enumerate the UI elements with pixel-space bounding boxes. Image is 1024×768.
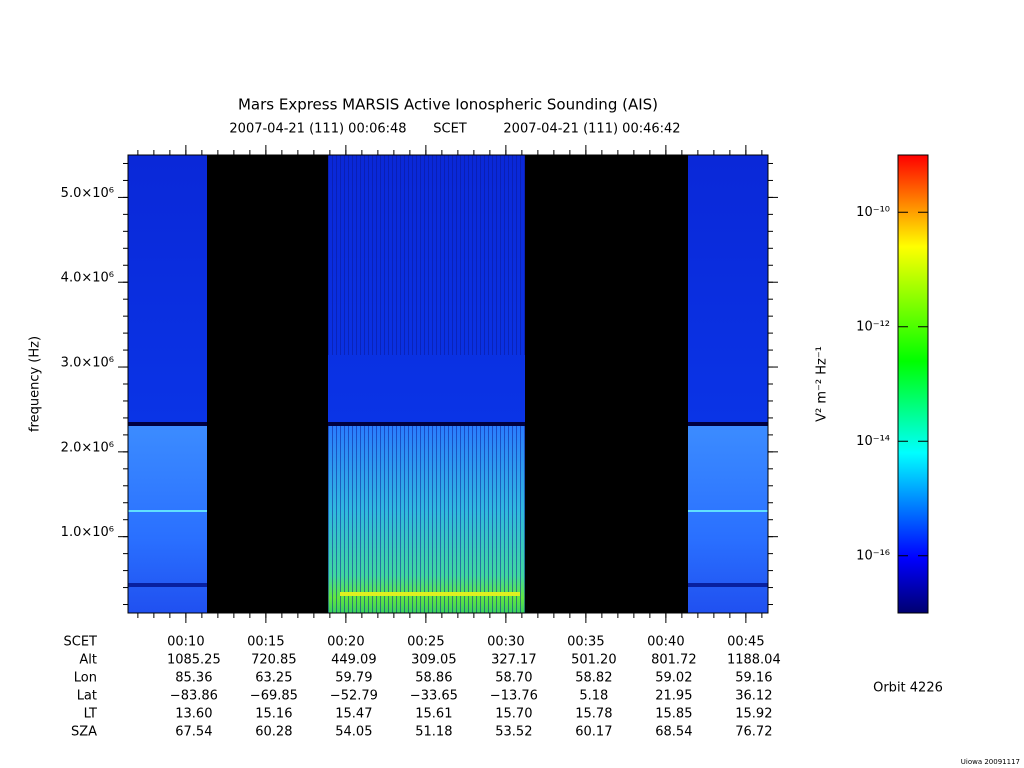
colorbar-tick-label: 10⁻¹² xyxy=(856,319,890,334)
spectrum-line xyxy=(128,422,768,426)
spectrum-block xyxy=(128,155,207,425)
chart-title: Mars Express MARSIS Active Ionospheric S… xyxy=(238,96,658,114)
spectrum-block xyxy=(688,155,768,425)
ephemeris-value: 13.60 xyxy=(175,707,212,722)
colorbar-tick-label: 10⁻¹⁰ xyxy=(856,205,890,220)
x-tick-label: 00:30 xyxy=(487,635,524,650)
data-gap xyxy=(525,155,688,613)
ephemeris-value: 85.36 xyxy=(175,671,212,686)
ephemeris-value: 59.79 xyxy=(335,671,372,686)
ephemeris-value: 15.61 xyxy=(415,707,452,722)
ephemeris-value: 54.05 xyxy=(335,725,372,740)
ephemeris-value: 309.05 xyxy=(411,653,457,668)
ephemeris-value: 1188.04 xyxy=(727,653,781,668)
x-tick-label: 00:40 xyxy=(647,635,684,650)
x-axis-label: SCET xyxy=(64,635,98,650)
subtitle-start: 2007-04-21 (111) 00:06:48 xyxy=(229,122,406,137)
spectrum-line xyxy=(128,510,207,512)
ephemeris-value: 53.52 xyxy=(495,725,532,740)
ephemeris-value: 67.54 xyxy=(175,725,212,740)
colorbar xyxy=(897,154,929,614)
colorbar-label: V² m⁻² Hz⁻¹ xyxy=(815,346,830,422)
ephemeris-label: Alt xyxy=(79,653,97,668)
ephemeris-value: −52.79 xyxy=(330,689,378,704)
spectrum-texture xyxy=(328,155,525,355)
spectrum-texture xyxy=(328,425,525,613)
spectrum-trace xyxy=(340,592,520,596)
y-axis-label: frequency (Hz) xyxy=(28,336,43,432)
ephemeris-value: 68.54 xyxy=(655,725,692,740)
ephemeris-value: 449.09 xyxy=(331,653,377,668)
orbit-label: Orbit 4226 xyxy=(873,681,943,696)
ephemeris-value: −33.65 xyxy=(410,689,458,704)
y-tick-label: 3.0×10⁶ xyxy=(61,356,114,371)
y-tick-label: 5.0×10⁶ xyxy=(61,186,114,201)
spectrogram xyxy=(128,155,768,613)
ephemeris-value: 60.28 xyxy=(255,725,292,740)
ephemeris-value: −83.86 xyxy=(170,689,218,704)
colorbar-tick-label: 10⁻¹⁶ xyxy=(856,548,890,563)
ephemeris-value: 15.78 xyxy=(575,707,612,722)
ephemeris-label: LT xyxy=(84,707,97,722)
x-tick-label: 00:10 xyxy=(167,635,204,650)
spectrum-line xyxy=(128,583,207,587)
spectrum-block xyxy=(688,425,768,613)
x-tick-label: 00:25 xyxy=(407,635,444,650)
ephemeris-value: 15.92 xyxy=(735,707,772,722)
ephemeris-value: 58.70 xyxy=(495,671,532,686)
ephemeris-value: 63.25 xyxy=(255,671,292,686)
ephemeris-value: 720.85 xyxy=(251,653,297,668)
ephemeris-value: 15.47 xyxy=(335,707,372,722)
ephemeris-value: 36.12 xyxy=(735,689,772,704)
ephemeris-value: 59.16 xyxy=(735,671,772,686)
subtitle-end: 2007-04-21 (111) 00:46:42 xyxy=(503,122,680,137)
ephemeris-value: 801.72 xyxy=(651,653,697,668)
ephemeris-value: 327.17 xyxy=(491,653,537,668)
ephemeris-value: 501.20 xyxy=(571,653,617,668)
y-tick-label: 4.0×10⁶ xyxy=(61,271,114,286)
colorbar-tick-label: 10⁻¹⁴ xyxy=(856,434,890,449)
y-tick-label: 1.0×10⁶ xyxy=(61,525,114,540)
ephemeris-value: −13.76 xyxy=(490,689,538,704)
ephemeris-value: −69.85 xyxy=(250,689,298,704)
y-tick-label: 2.0×10⁶ xyxy=(61,440,114,455)
credit: Uiowa 20091117 xyxy=(961,758,1020,766)
ephemeris-value: 1085.25 xyxy=(167,653,221,668)
spectrum-block xyxy=(128,425,207,613)
ephemeris-value: 5.18 xyxy=(579,689,608,704)
ephemeris-value: 60.17 xyxy=(575,725,612,740)
ephemeris-label: SZA xyxy=(71,725,97,740)
x-tick-label: 00:15 xyxy=(247,635,284,650)
spectrum-line xyxy=(688,510,768,512)
ephemeris-value: 58.86 xyxy=(415,671,452,686)
data-gap xyxy=(207,155,328,613)
ephemeris-value: 51.18 xyxy=(415,725,452,740)
x-tick-label: 00:35 xyxy=(567,635,604,650)
ephemeris-value: 76.72 xyxy=(735,725,772,740)
ephemeris-value: 59.02 xyxy=(655,671,692,686)
ephemeris-value: 58.82 xyxy=(575,671,612,686)
x-tick-label: 00:20 xyxy=(327,635,364,650)
x-tick-label: 00:45 xyxy=(727,635,764,650)
ephemeris-value: 21.95 xyxy=(655,689,692,704)
subtitle-mid: SCET xyxy=(433,122,467,137)
ephemeris-value: 15.16 xyxy=(255,707,292,722)
ephemeris-label: Lat xyxy=(77,689,97,704)
ephemeris-value: 15.70 xyxy=(495,707,532,722)
ephemeris-value: 15.85 xyxy=(655,707,692,722)
ephemeris-label: Lon xyxy=(74,671,97,686)
spectrum-line xyxy=(688,583,768,587)
